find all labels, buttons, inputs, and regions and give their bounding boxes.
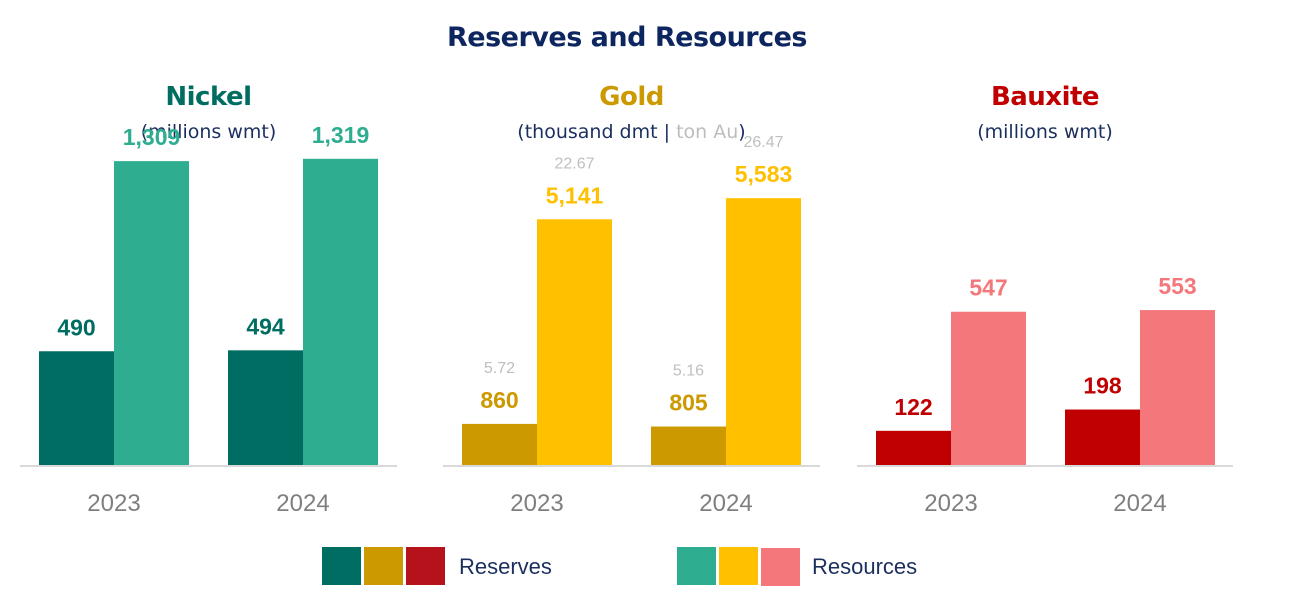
bauxite-title: Bauxite (990, 82, 1100, 112)
bauxite-chart: 122 547 2023 198 553 2024 (857, 273, 1233, 517)
gold-label-resources-2024: 5,583 (735, 161, 793, 187)
bauxite-label-resources-2023: 547 (969, 275, 1007, 301)
bauxite-label-reserves-2024: 198 (1083, 373, 1122, 399)
gold-unit-end: ) (738, 121, 746, 143)
gold-unit: (thousand dmt | ton Au) (443, 121, 820, 143)
nickel-bar-resources-2023 (114, 161, 189, 465)
legend-swatch-reserves-nickel (322, 547, 361, 585)
gold-label-resources-2023: 5,141 (546, 182, 604, 208)
gold-panel: Gold (thousand dmt | ton Au) 860 5.72 5,14… (443, 0, 820, 540)
gold-label-reserves-2024: 805 (669, 390, 708, 416)
nickel-title: Nickel (165, 82, 252, 112)
legend-swatch-resources-nickel (677, 547, 716, 585)
nickel-label-resources-2023: 1,309 (123, 124, 181, 150)
gold-title: Gold (599, 82, 664, 112)
nickel-bar-resources-2024 (303, 158, 378, 465)
bauxite-unit: (millions wmt) (977, 121, 1113, 143)
legend-label-resources: Resources (812, 554, 918, 579)
nickel-panel: Nickel (millions wmt) 490 1,309 2023 494 1,3… (20, 0, 397, 540)
gold-bar-reserves-2023 (462, 423, 537, 465)
gold-label-reserves-2023: 860 (480, 387, 518, 413)
nickel-label-reserves-2023: 490 (57, 314, 95, 340)
bauxite-tick-2024: 2024 (1113, 490, 1166, 517)
legend-swatch-resources-bauxite (761, 548, 800, 586)
gold-secondary-label-resources-2024: 26.47 (743, 134, 783, 151)
nickel-tick-2023: 2023 (87, 490, 140, 517)
bauxite-bar-resources-2023 (951, 311, 1026, 465)
bauxite-tick-2023: 2023 (924, 490, 977, 517)
nickel-bar-reserves-2024 (228, 350, 303, 465)
bauxite-label-resources-2024: 553 (1158, 273, 1196, 299)
gold-secondary-label-reserves-2023: 5.72 (484, 360, 515, 377)
gold-secondary-label-resources-2023: 22.67 (554, 155, 594, 172)
nickel-label-reserves-2024: 494 (246, 313, 285, 339)
bauxite-label-reserves-2023: 122 (894, 394, 932, 420)
legend-label-reserves: Reserves (459, 554, 552, 579)
gold-chart: 860 5.72 5,141 22.67 2023 805 5.16 5,583 26.47 20… (443, 134, 820, 517)
bauxite-bar-resources-2024 (1140, 310, 1215, 465)
gold-secondary-label-reserves-2024: 5.16 (673, 363, 704, 380)
gold-unit-secondary: ton Au (676, 121, 739, 143)
gold-bar-resources-2023 (537, 219, 612, 465)
gold-unit-separator: | (657, 121, 677, 143)
nickel-unit: (millions wmt) (140, 121, 277, 143)
nickel-chart: 490 1,309 2023 494 1,319 2024 (20, 122, 397, 517)
bauxite-bar-reserves-2024 (1065, 409, 1140, 465)
legend-swatch-reserves-bauxite (406, 547, 445, 585)
gold-bar-resources-2024 (726, 198, 801, 465)
bauxite-bar-reserves-2023 (876, 430, 951, 465)
nickel-bar-reserves-2023 (39, 351, 114, 465)
gold-unit-primary: (thousand dmt (517, 121, 658, 143)
chart-main-title: Reserves and Resources (447, 22, 808, 53)
nickel-tick-2024: 2024 (276, 490, 329, 517)
gold-bar-reserves-2024 (651, 426, 726, 465)
legend-swatch-resources-gold (719, 547, 758, 585)
gold-tick-2024: 2024 (699, 490, 752, 517)
bauxite-panel: Bauxite (millions wmt) 122 547 2023 198 553 2… (857, 0, 1233, 540)
nickel-label-resources-2024: 1,319 (312, 122, 370, 148)
legend: Reserves Resources (322, 547, 942, 586)
legend-swatch-reserves-gold (364, 547, 403, 585)
gold-tick-2023: 2023 (510, 490, 563, 517)
